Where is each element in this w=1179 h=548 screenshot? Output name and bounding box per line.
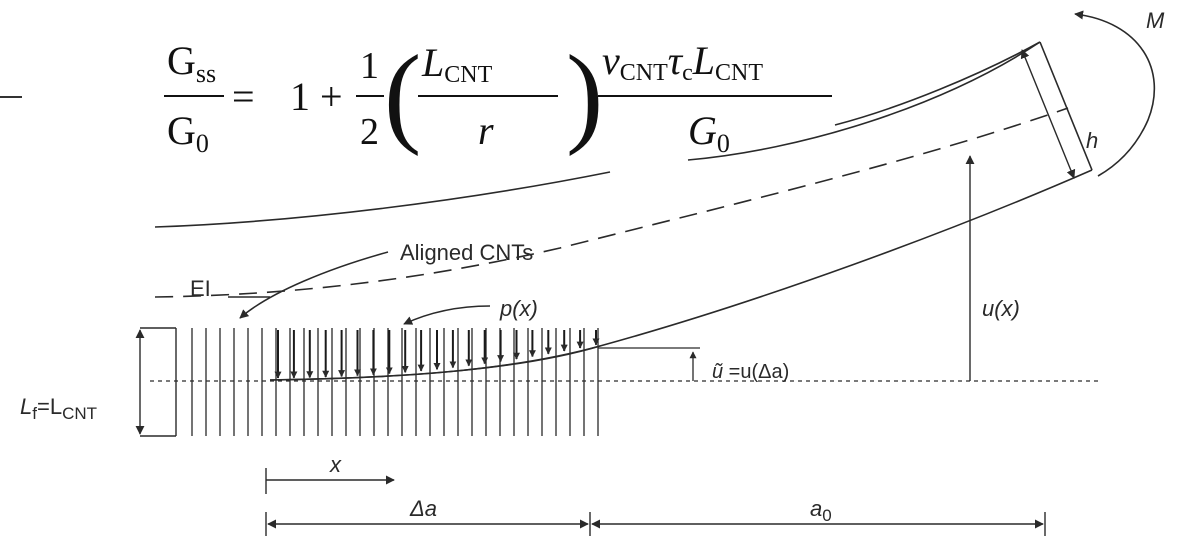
eq-lhs-num-sub: ss xyxy=(196,59,216,88)
load-arrows xyxy=(274,330,600,379)
eq-ratio-num-sub: CNT xyxy=(444,62,492,88)
lf-label: L xyxy=(20,394,32,419)
lf-label-eq-sub: CNT xyxy=(62,404,97,423)
eq-paren-close: ) xyxy=(566,33,603,157)
beam-end-face xyxy=(1039,41,1093,171)
load-leader xyxy=(403,305,491,325)
eq-lhs-den: G xyxy=(167,108,196,153)
aligned-cnts-label: Aligned CNTs xyxy=(400,240,533,265)
moment-label: M xyxy=(1146,8,1165,33)
cnt-fibers xyxy=(191,328,599,436)
eq-paren-open: ( xyxy=(384,33,421,157)
eq-ratio-den: r xyxy=(478,108,494,153)
u-tilde-rhs: =u(Δa) xyxy=(723,361,789,383)
thickness-label: h xyxy=(1086,128,1098,153)
equation: Gss G0 = 1 + 1 2 ( ) LCNT r vCNTτcLCNT G… xyxy=(164,33,832,158)
eq-right-v: v xyxy=(602,38,620,83)
eq-one-plus: 1 + xyxy=(290,74,343,119)
aligned-cnts-leader xyxy=(239,251,389,319)
eq-right-L-sub: CNT xyxy=(715,60,763,86)
eq-right-L: L xyxy=(692,38,715,83)
eq-lhs-num: G xyxy=(167,38,196,83)
thickness-dim-line xyxy=(1020,49,1076,179)
svg-text:a0: a0 xyxy=(810,496,832,525)
neutral-axis xyxy=(154,107,1069,298)
svg-text:Lf=LCNT: Lf=LCNT xyxy=(20,394,97,423)
bridging-curve xyxy=(269,345,601,381)
svg-text:vCNTτcLCNT: vCNTτcLCNT xyxy=(602,38,763,86)
a0-label-sub: 0 xyxy=(822,506,831,525)
eq-ratio-num: L xyxy=(421,40,444,85)
eq-right-v-sub: CNT xyxy=(620,60,668,86)
lf-label-eq: =L xyxy=(37,394,62,419)
beam-top-left xyxy=(154,171,611,228)
eq-half-num: 1 xyxy=(360,45,379,87)
ei-label: EI xyxy=(190,276,211,301)
beam-top-mid xyxy=(834,41,1041,126)
eq-lhs-den-sub: 0 xyxy=(196,129,209,158)
svg-text:G0: G0 xyxy=(167,108,209,158)
moment-arc xyxy=(1074,10,1156,177)
eq-right-tau: τ xyxy=(668,38,684,83)
load-label: p(x) xyxy=(499,296,538,321)
beam-top-right xyxy=(687,41,1041,161)
delta-a-label: Δa xyxy=(409,496,437,521)
eq-equals: = xyxy=(232,74,255,119)
svg-text:ũ =u(Δa): ũ =u(Δa) xyxy=(712,361,789,383)
svg-text:LCNT: LCNT xyxy=(421,40,493,88)
svg-text:G0: G0 xyxy=(688,108,730,158)
eq-right-tau-sub: c xyxy=(682,60,693,86)
eq-half-den: 2 xyxy=(360,111,379,153)
u-tilde-lhs: ũ xyxy=(712,361,723,383)
eq-right-den: G xyxy=(688,108,717,153)
a0-label: a xyxy=(810,496,822,521)
x-label: x xyxy=(329,452,342,477)
eq-right-den-sub: 0 xyxy=(717,129,730,158)
svg-text:Gss: Gss xyxy=(167,38,216,88)
lf-label-sub: f xyxy=(32,404,37,423)
deflection-label: u(x) xyxy=(982,296,1020,321)
